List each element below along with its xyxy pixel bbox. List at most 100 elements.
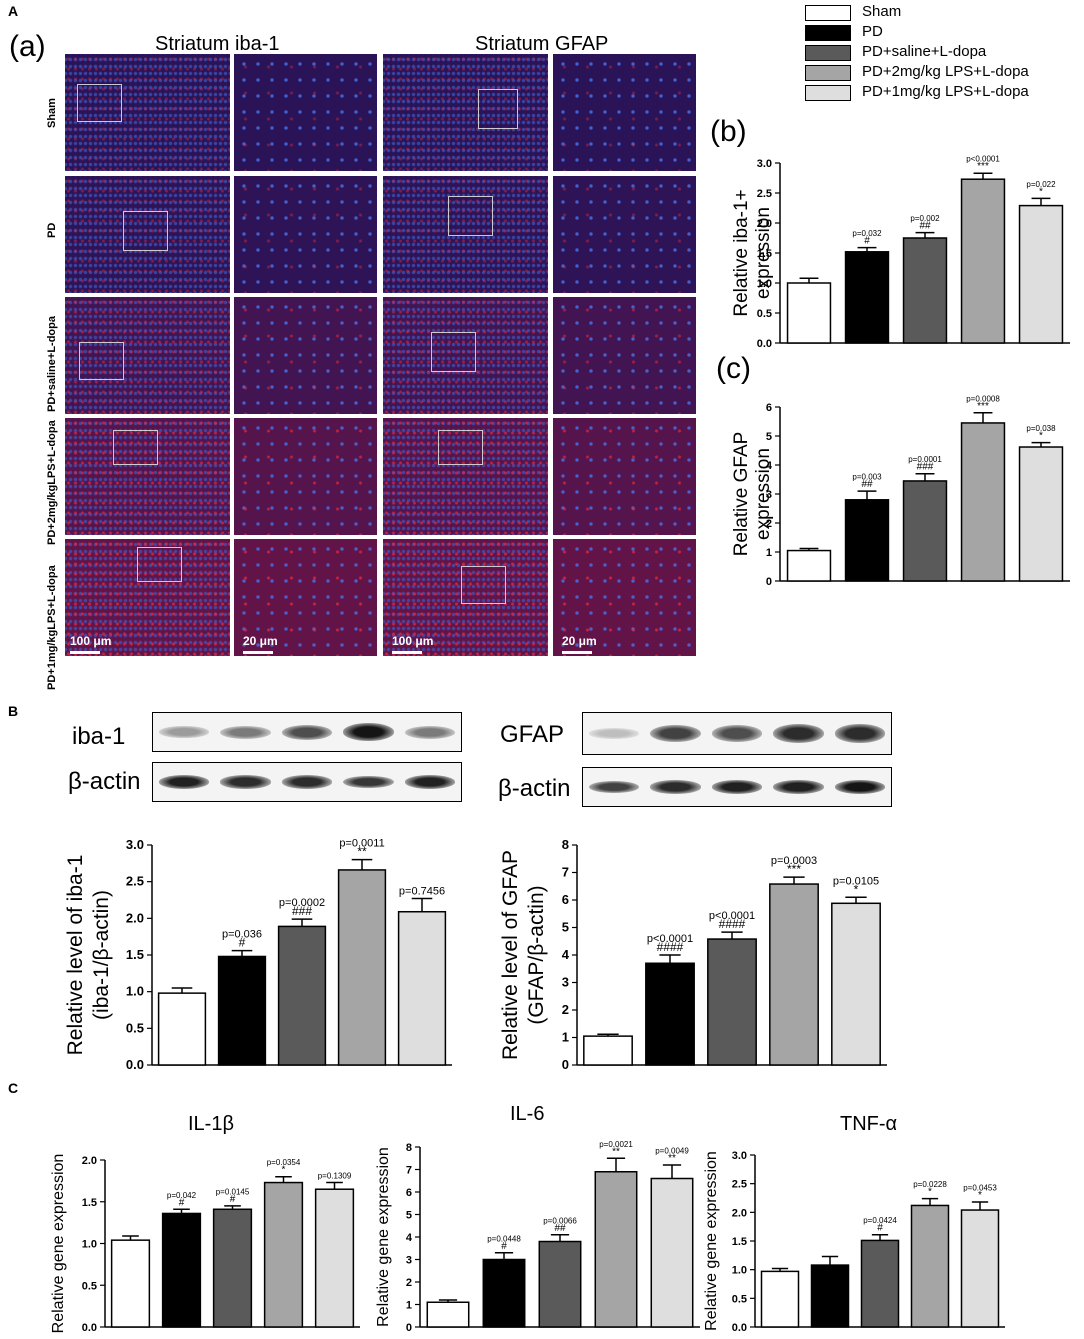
blot-band <box>220 775 271 789</box>
bar <box>910 1204 950 1328</box>
blot-band <box>220 725 271 739</box>
y-tick-label: 3.0 <box>732 1150 747 1162</box>
legend-swatch <box>805 5 851 21</box>
column-title-iba1: Striatum iba-1 <box>155 33 280 55</box>
chart-gfap-blot: 0 1 2 3 4 5 6 7 8 Relative level of GFAP (GFAP/β-a… <box>499 837 887 1072</box>
y-tick-label: 0.0 <box>732 1322 747 1334</box>
zoom-region-box <box>113 430 158 465</box>
blot-band <box>588 780 640 794</box>
blot-band <box>158 775 210 789</box>
y-axis-label: (GFAP/β-actin) <box>525 885 548 1024</box>
y-tick-label: 1.5 <box>82 1197 97 1209</box>
y-tick-label: 0 <box>766 576 772 588</box>
micrograph <box>65 539 230 656</box>
p-value-label: p=0.0002 <box>279 897 325 909</box>
y-tick-label: 6 <box>562 892 569 907</box>
bar <box>844 251 890 344</box>
y-tick-label: 7 <box>562 865 569 880</box>
bar <box>397 910 447 1066</box>
micrograph <box>383 54 548 171</box>
blot-band <box>281 724 333 740</box>
micrograph <box>234 539 377 656</box>
significance-mark: ### <box>917 462 934 473</box>
significance-mark: # <box>864 236 870 247</box>
y-tick-label: 4 <box>406 1232 413 1244</box>
legend-label: PD <box>862 23 883 40</box>
p-value-label: p=0.036 <box>222 929 262 941</box>
blot-band <box>834 780 886 794</box>
panel-label-a: (a) <box>9 30 46 63</box>
significance-mark: # <box>877 1223 883 1234</box>
bar <box>337 869 387 1066</box>
legend-swatch <box>805 25 851 41</box>
blot-label-actin-2: β-actin <box>498 775 571 802</box>
y-axis-label: (iba-1/β-actin) <box>90 890 113 1020</box>
blot-actin-1 <box>152 762 462 802</box>
y-tick-label: 1 <box>562 1030 569 1045</box>
chart-il1b: 0.0 0.5 1.0 1.5 2.0 Relative gene expression #… <box>50 1154 360 1334</box>
y-tick-label: 1.0 <box>82 1239 97 1251</box>
y-tick-label: 0.5 <box>82 1280 97 1292</box>
y-axis-label: Relative gene expression <box>703 1151 720 1331</box>
y-axis-label: Relative iba-1+ <box>731 189 752 316</box>
p-value-label: p=0.002 <box>910 214 940 223</box>
y-axis-label: Relative level of GFAP <box>499 850 522 1060</box>
bar <box>538 1240 582 1328</box>
y-tick-label: 2.0 <box>732 1207 747 1219</box>
bar <box>594 1171 638 1328</box>
blot-actin-2 <box>582 767 892 807</box>
significance-mark: #### <box>657 940 684 954</box>
panel-label-B: B <box>8 703 19 719</box>
p-value-label: p<0.0001 <box>709 910 755 922</box>
gene-title-il1b: IL-1β <box>188 1113 234 1135</box>
y-tick-label: 2 <box>766 518 772 530</box>
y-tick-label: 5 <box>562 920 569 935</box>
y-tick-label: 3 <box>766 489 772 501</box>
legend-label: Sham <box>862 3 902 20</box>
y-tick-label: 0.0 <box>126 1057 144 1072</box>
blot-band <box>773 724 824 743</box>
bar <box>960 1209 1000 1328</box>
p-value-label: p=0.038 <box>1026 424 1056 433</box>
y-tick-label: 8 <box>562 837 569 852</box>
chart-gfap-fluorescence: 0 1 2 3 4 5 6 Relative GFAP expression ##p=0.003 #… <box>731 394 1070 588</box>
blot-band <box>343 775 394 789</box>
panel-label-C: C <box>8 1080 19 1096</box>
y-tick-label: 1 <box>766 547 772 559</box>
bar <box>760 1270 800 1328</box>
y-tick-label: 3.0 <box>757 158 772 170</box>
micrograph <box>65 54 230 171</box>
bar <box>1018 446 1064 582</box>
y-tick-label: 1.0 <box>126 984 144 999</box>
y-tick-label: 0.0 <box>82 1322 97 1334</box>
bar <box>426 1301 470 1328</box>
y-tick-label: 1.0 <box>732 1265 747 1277</box>
p-value-label: p=0.0021 <box>599 1140 633 1149</box>
blot-band <box>711 725 763 742</box>
significance-mark: ** <box>612 1146 620 1157</box>
significance-mark: *** <box>977 161 989 172</box>
micrograph <box>553 539 696 656</box>
significance-mark: # <box>501 1241 507 1252</box>
significance-mark: * <box>1039 186 1043 197</box>
y-tick-label: 2.5 <box>757 188 772 200</box>
p-value-label: p=0.0008 <box>966 394 1000 403</box>
p-value-label: p=0.0003 <box>771 855 817 867</box>
micrograph <box>383 539 548 656</box>
chart-iba1-blot: 0.0 0.5 1.0 1.5 2.0 2.5 3.0 Relative level of i… <box>64 837 452 1072</box>
significance-mark: ** <box>357 845 367 859</box>
blot-band <box>711 780 763 794</box>
blot-band <box>404 775 456 789</box>
y-tick-label: 1.5 <box>757 248 772 260</box>
y-tick-label: 6 <box>766 402 772 414</box>
y-tick-label: 4 <box>766 460 773 472</box>
p-value-label: p=0.0448 <box>487 1234 521 1243</box>
micrograph <box>234 418 377 535</box>
y-axis-label: expression <box>753 448 774 540</box>
significance-mark: * <box>282 1165 286 1176</box>
legend-label: PD+1mg/kg LPS+L-dopa <box>862 83 1029 100</box>
micrograph <box>383 176 548 293</box>
bar <box>960 178 1006 344</box>
legend-label: PD+2mg/kg LPS+L-dopa <box>862 63 1029 80</box>
significance-mark: ## <box>554 1223 566 1234</box>
